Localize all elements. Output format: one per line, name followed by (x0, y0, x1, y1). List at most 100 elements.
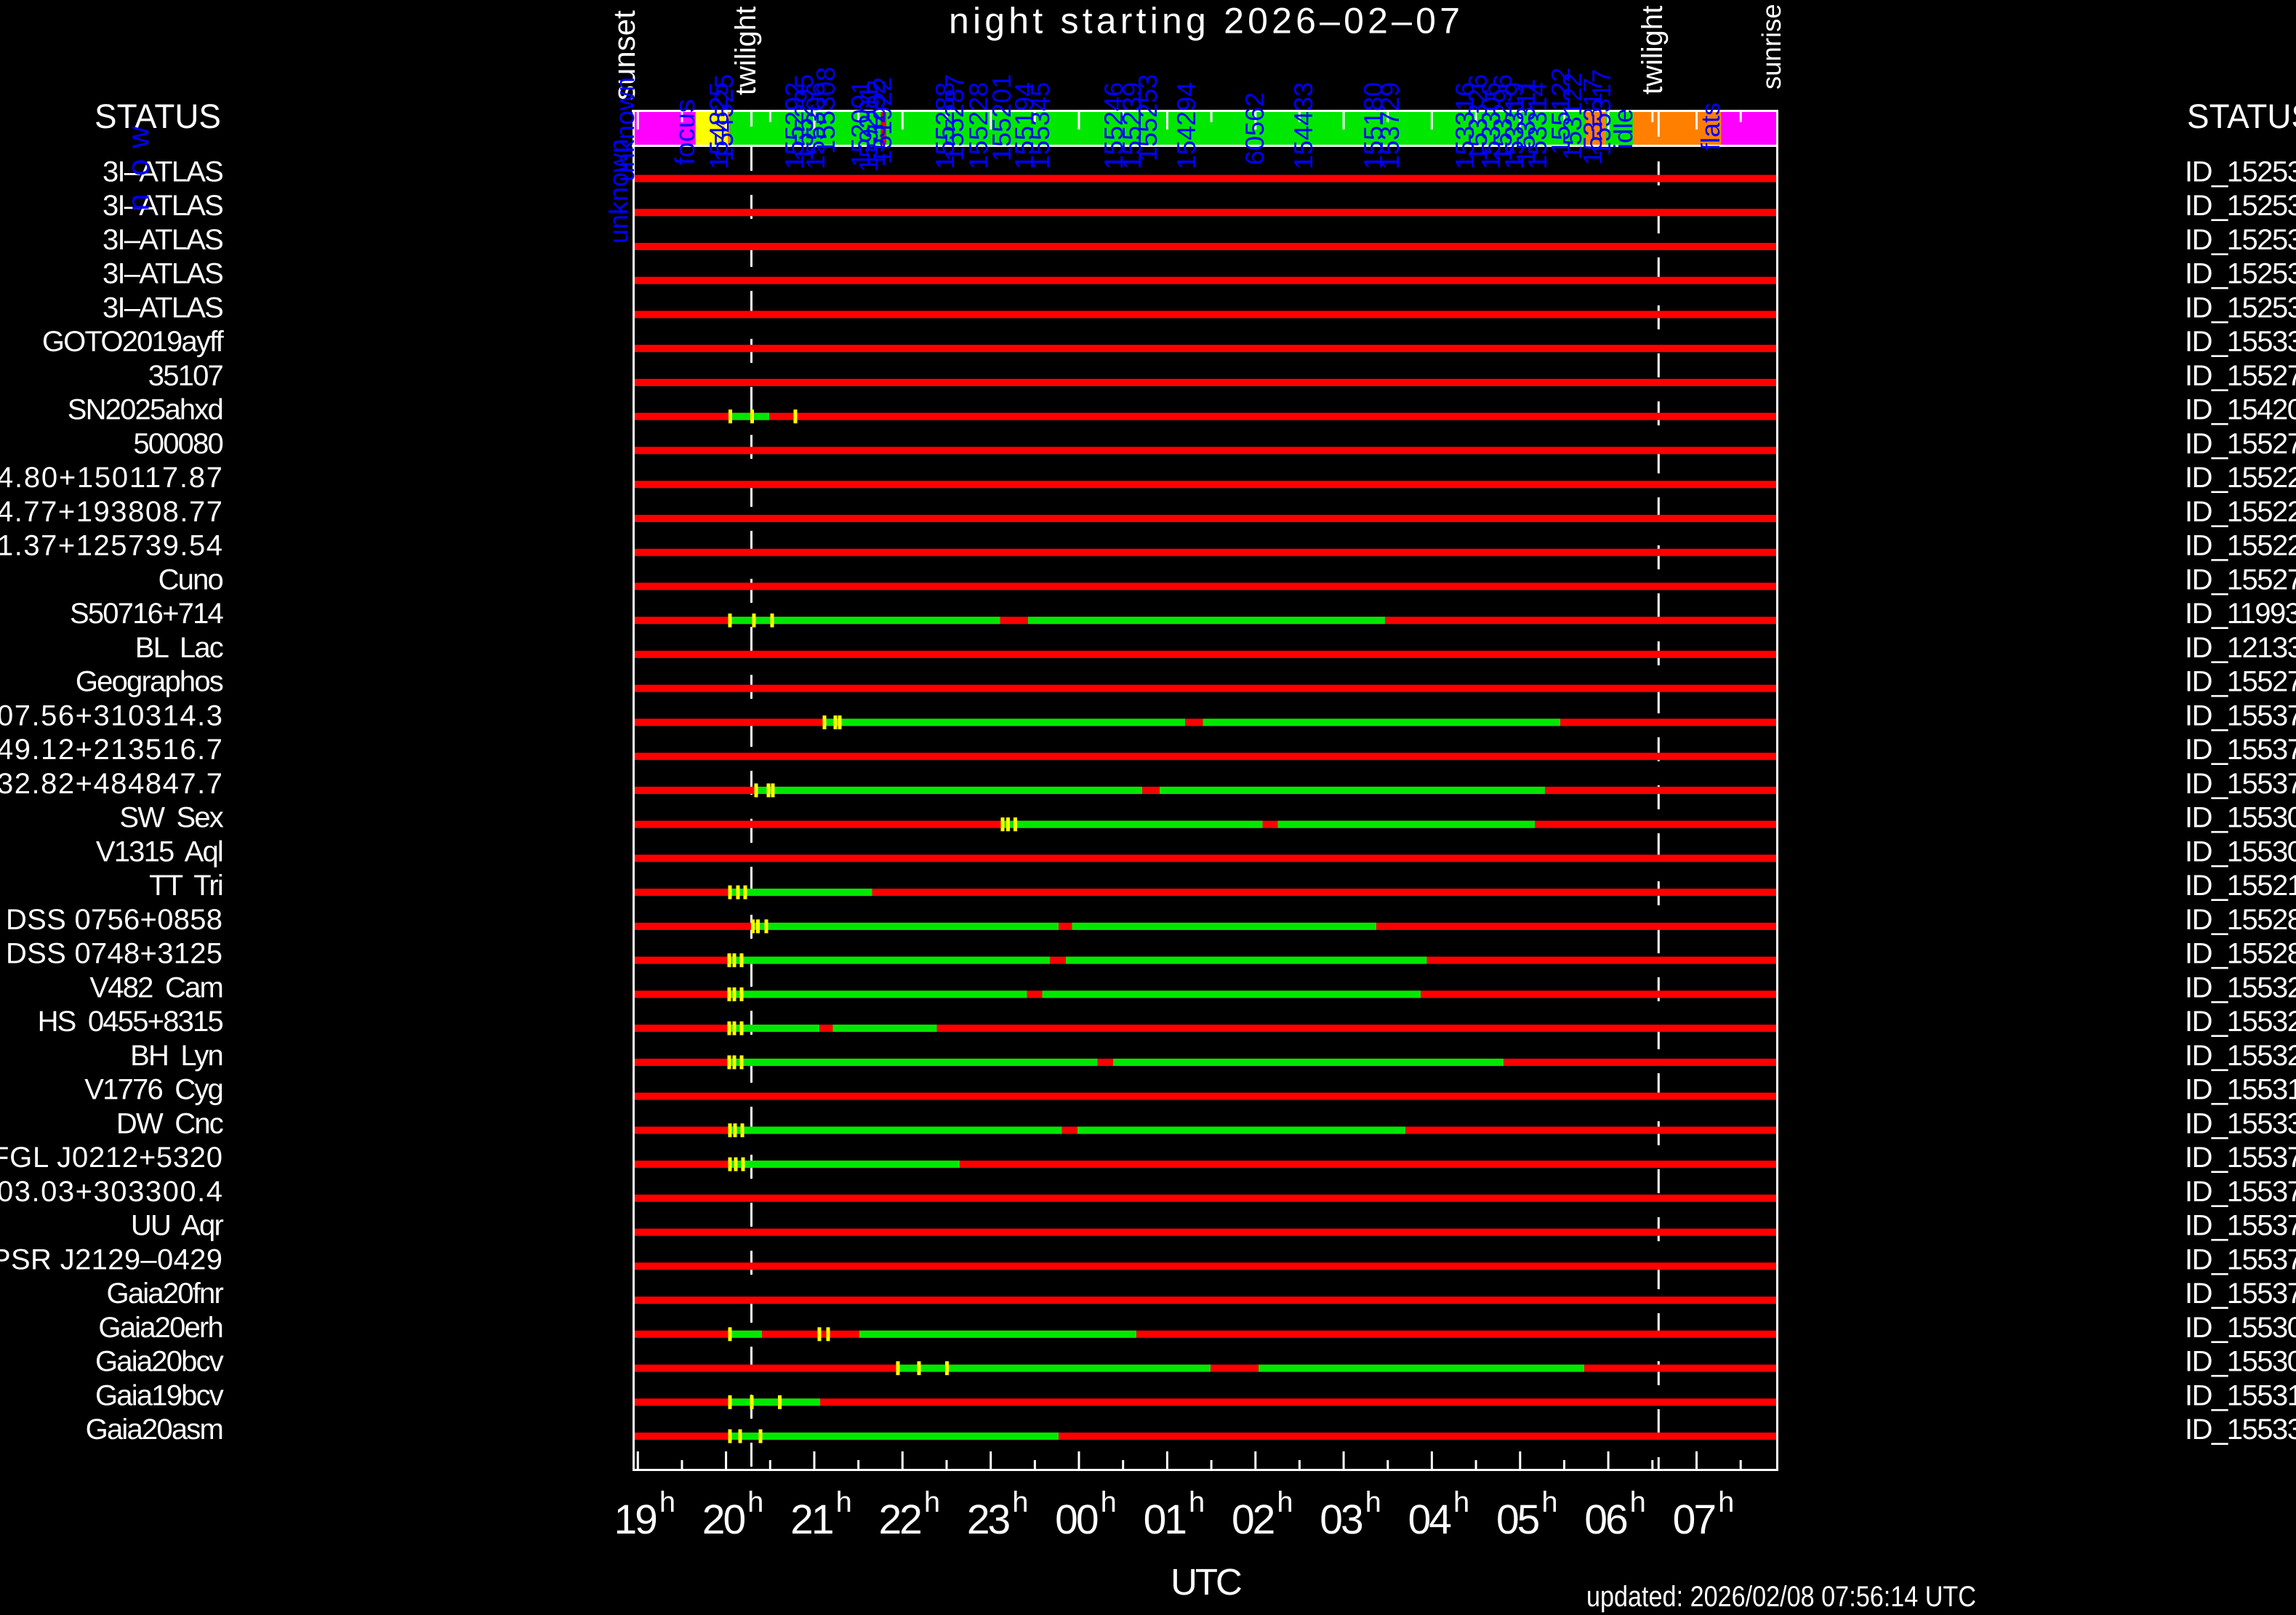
svg-text:ID_15522: ID_15522 (2185, 496, 2296, 528)
svg-text:focus: focus (670, 99, 701, 165)
svg-text:ID_15253: ID_15253 (2185, 190, 2296, 222)
svg-text:Gaia20fnr: Gaia20fnr (107, 1278, 224, 1310)
svg-text:unknown: unknown (603, 139, 633, 244)
svg-text:152091: 152091 (846, 80, 875, 167)
svg-text:153326: 153326 (1463, 74, 1493, 161)
svg-text:153311: 153311 (1511, 79, 1541, 164)
svg-text:155295: 155295 (789, 74, 819, 161)
svg-text:ID_15532: ID_15532 (2185, 971, 2296, 1003)
svg-text:1.37+125739.54: 1.37+125739.54 (0, 530, 222, 562)
svg-text:STATUS: STATUS (95, 97, 221, 135)
svg-text:155194: 155194 (1009, 82, 1039, 169)
svg-text:ID_15537: ID_15537 (2185, 1210, 2296, 1242)
svg-text:ID_15532: ID_15532 (2185, 1006, 2296, 1038)
svg-text:sunrise: sunrise (1757, 4, 1786, 89)
svg-text:o: o (121, 159, 155, 176)
svg-text:ID_15522: ID_15522 (2185, 462, 2296, 494)
svg-text:GOTO2019ayff: GOTO2019ayff (42, 326, 225, 358)
svg-text:ID_15530: ID_15530 (2185, 802, 2296, 834)
svg-text:SN2025ahxd: SN2025ahxd (68, 394, 222, 426)
svg-text:ID_15253: ID_15253 (2185, 258, 2296, 290)
svg-text:Cuno: Cuno (158, 564, 223, 596)
svg-text:3I–ATLAS: 3I–ATLAS (103, 190, 222, 222)
svg-text:3I–ATLAS: 3I–ATLAS (103, 258, 222, 290)
svg-text:BL Lac: BL Lac (135, 632, 223, 664)
svg-text:Gaia19bcv: Gaia19bcv (95, 1379, 224, 1411)
svg-text:S50716+714: S50716+714 (70, 598, 224, 630)
svg-text:BH Lyn: BH Lyn (130, 1040, 222, 1072)
svg-text:ID_15537: ID_15537 (2185, 734, 2296, 766)
svg-text:154433: 154433 (1288, 82, 1318, 169)
svg-text:ID_12133: ID_12133 (2185, 632, 2296, 664)
svg-text:151922: 151922 (867, 77, 897, 164)
svg-text:night starting 2026–02–07: night starting 2026–02–07 (949, 1, 1460, 41)
svg-text:ID_15527: ID_15527 (2185, 564, 2296, 596)
svg-text:154294: 154294 (1171, 82, 1201, 169)
svg-text:155122: 155122 (1546, 68, 1576, 155)
svg-text:ID_15527: ID_15527 (2185, 360, 2296, 392)
svg-text:ID_15533: ID_15533 (2185, 1414, 2296, 1446)
svg-text:UU Aqr: UU Aqr (131, 1210, 224, 1242)
svg-text:UTC: UTC (1171, 1561, 1241, 1603)
svg-text:155288: 155288 (930, 82, 960, 169)
svg-text:03.03+303300.4: 03.03+303300.4 (0, 1176, 222, 1208)
svg-text:Gaia20bcv: Gaia20bcv (95, 1346, 224, 1378)
svg-text:07.56+310314.3: 07.56+310314.3 (0, 700, 222, 732)
svg-text:n: n (121, 194, 155, 211)
svg-text:twilight: twilight (730, 7, 762, 95)
svg-text:155246: 155246 (1099, 82, 1128, 169)
svg-text:153296: 153296 (1488, 74, 1517, 161)
svg-text:ID_15537: ID_15537 (2185, 1278, 2296, 1310)
svg-text:153729: 153729 (1375, 82, 1405, 169)
svg-text:155253: 155253 (1133, 74, 1163, 161)
svg-text:unknown: unknown (610, 77, 640, 182)
svg-text:155201: 155201 (987, 74, 1016, 161)
svg-text:ID_15527: ID_15527 (2185, 428, 2296, 460)
svg-text:155308: 155308 (811, 67, 840, 154)
svg-text:153319: 153319 (1499, 82, 1529, 169)
svg-text:155228: 155228 (963, 82, 993, 169)
svg-text:ID_15528: ID_15528 (2185, 938, 2296, 970)
svg-text:ID_15533: ID_15533 (2185, 326, 2296, 358)
svg-text:flats: flats (1695, 103, 1725, 151)
svg-text:DW Cnc: DW Cnc (116, 1107, 223, 1139)
svg-text:4.80+150117.87: 4.80+150117.87 (0, 462, 222, 494)
svg-text:49.12+213516.7: 49.12+213516.7 (0, 734, 222, 766)
svg-text:155239: 155239 (1117, 82, 1147, 169)
svg-text:ID_15537: ID_15537 (2185, 1176, 2296, 1208)
svg-text:ID_15253: ID_15253 (2185, 156, 2296, 188)
svg-text:idle: idle (1608, 108, 1638, 149)
svg-text:153316: 153316 (1450, 82, 1480, 169)
svg-text:DSS 0756+0858: DSS 0756+0858 (6, 904, 222, 936)
svg-text:155180: 155180 (1358, 82, 1388, 169)
svg-text:159201: 159201 (854, 85, 883, 172)
svg-text:35107: 35107 (148, 360, 223, 392)
svg-text:ID_15537: ID_15537 (2185, 1142, 2296, 1174)
svg-text:Geographos: Geographos (76, 666, 223, 698)
svg-text:SW Sex: SW Sex (119, 802, 223, 834)
svg-text:153317: 153317 (1578, 78, 1607, 165)
svg-text:twilight: twilight (1637, 6, 1669, 95)
svg-text:153314: 153314 (1522, 82, 1552, 169)
svg-text:updated: 2026/02/08 07:56:14 U: updated: 2026/02/08 07:56:14 UTC (1586, 1581, 1976, 1613)
svg-text:155287: 155287 (939, 74, 969, 161)
svg-text:ID_15253: ID_15253 (2185, 292, 2296, 324)
svg-text:155306: 155306 (800, 82, 830, 169)
svg-text:500080: 500080 (133, 428, 222, 460)
svg-text:ID_15530: ID_15530 (2185, 1346, 2296, 1378)
svg-text:HS 0455+8315: HS 0455+8315 (38, 1006, 223, 1038)
svg-text:FGL J0212+5320: FGL J0212+5320 (0, 1142, 222, 1174)
svg-text:sunset: sunset (607, 10, 641, 100)
svg-text:ID_15532: ID_15532 (2185, 1040, 2296, 1072)
svg-text:ID_15253: ID_15253 (2185, 224, 2296, 256)
svg-text:DSS 0748+3125: DSS 0748+3125 (6, 938, 222, 970)
svg-text:TT Tri: TT Tri (149, 870, 222, 902)
svg-text:ID_15521: ID_15521 (2185, 870, 2296, 902)
svg-text:60562: 60562 (1240, 92, 1269, 165)
svg-text:155317: 155317 (1586, 69, 1616, 156)
svg-text:153292: 153292 (861, 80, 891, 167)
svg-text:154525: 154525 (709, 74, 739, 161)
svg-text:ID_15522: ID_15522 (2185, 530, 2296, 562)
svg-text:ID_15527: ID_15527 (2185, 666, 2296, 698)
svg-text:V482 Cam: V482 Cam (89, 971, 222, 1003)
